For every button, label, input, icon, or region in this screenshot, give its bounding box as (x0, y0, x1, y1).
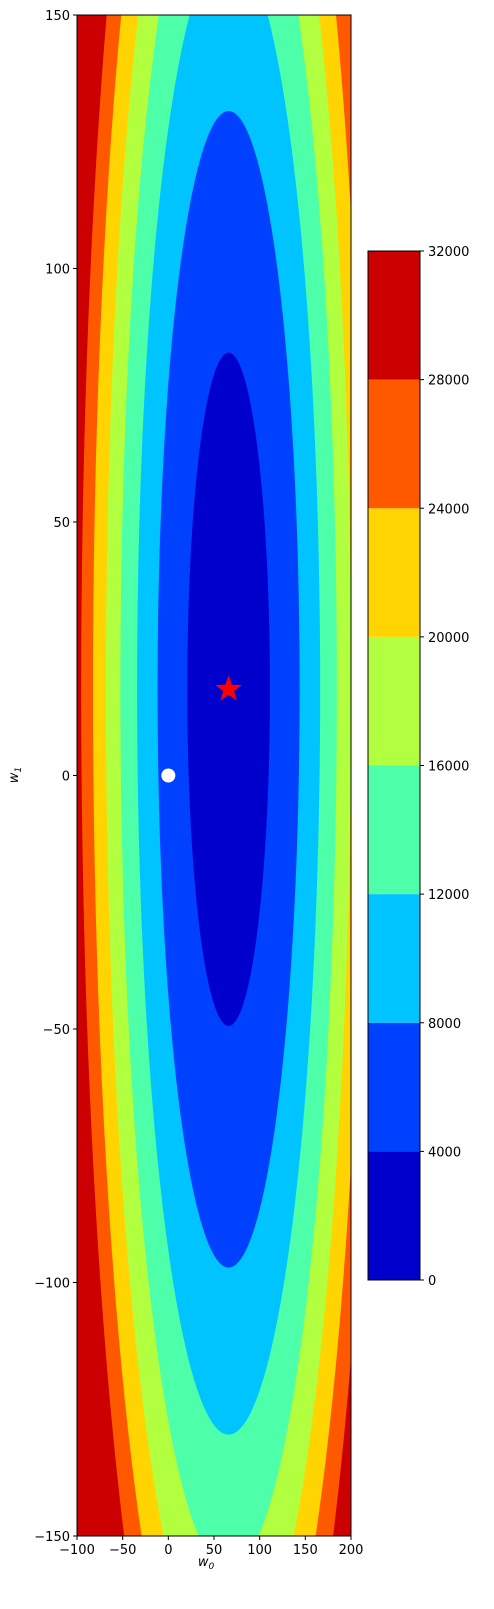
colorbar-segment (368, 765, 420, 895)
start-marker (161, 768, 176, 783)
x-tick-label: 100 (247, 1543, 272, 1558)
contour-fill-layer (77, 15, 351, 1536)
colorbar-tick-label: 24000 (428, 502, 469, 517)
colorbar: 0 4000 8000 12000 16000 20000 24000 28000 32000 (367, 245, 469, 1289)
x-axis: −100 −50 0 50 100 150 200 (59, 1536, 363, 1558)
colorbar-tick-label: 0 (428, 1274, 436, 1289)
y-tick-label: 0 (62, 770, 70, 785)
x-tick-label: 50 (206, 1543, 223, 1558)
y-tick-label: 100 (45, 263, 70, 278)
optimum-marker (215, 675, 242, 701)
colorbar-segment (368, 636, 420, 766)
colorbar-tick-label: 20000 (428, 631, 469, 646)
x-axis-label: w0 (198, 1555, 215, 1572)
y-tick-label: 150 (45, 9, 70, 24)
y-axis: −150 −100 −50 0 50 100 150 (34, 9, 77, 1545)
colorbar-segment (368, 508, 420, 637)
x-tick-label: 0 (164, 1543, 172, 1558)
y-axis-label: w1 (7, 767, 24, 783)
x-tick-label: −50 (109, 1543, 136, 1558)
marker-layer (161, 675, 242, 783)
x-tick-label: 150 (293, 1543, 318, 1558)
x-tick-label: −100 (59, 1543, 95, 1558)
colorbar-tick-label: 8000 (428, 1017, 461, 1032)
colorbar-segment (368, 379, 420, 509)
colorbar-segment (368, 894, 420, 1023)
colorbar-tick-label: 12000 (428, 888, 469, 903)
x-tick-label: 200 (339, 1543, 364, 1558)
colorbar-segment (368, 251, 420, 380)
colorbar-tick-label: 16000 (428, 760, 469, 775)
y-tick-label: −150 (34, 1530, 70, 1545)
y-tick-label: 50 (53, 516, 70, 531)
y-tick-label: −50 (43, 1023, 70, 1038)
y-tick-label: −100 (34, 1277, 70, 1292)
colorbar-tick-label: 28000 (428, 374, 469, 389)
colorbar-tick-label: 4000 (428, 1145, 461, 1160)
colorbar-segment (368, 1022, 420, 1152)
colorbar-tick-label: 32000 (428, 245, 469, 260)
colorbar-segment (368, 1151, 420, 1280)
